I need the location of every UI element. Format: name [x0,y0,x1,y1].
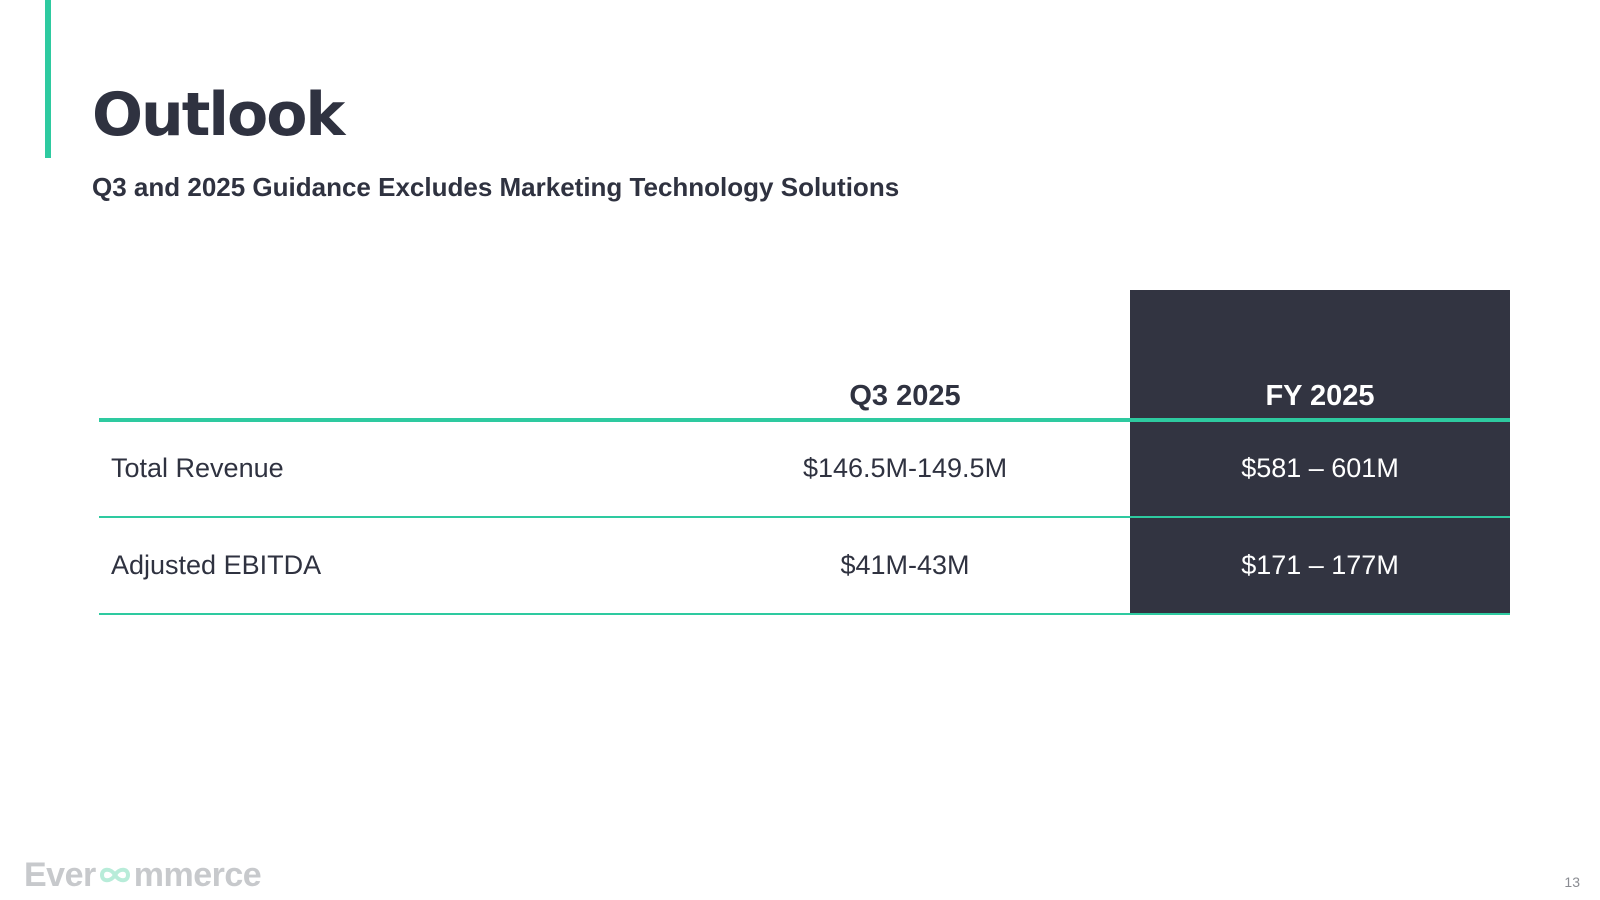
page-title: Outlook [92,80,345,150]
row-divider [99,516,1510,518]
cell-fy-adjusted-ebitda: $171 – 177M [1241,550,1399,580]
header-q3-2025: Q3 2025 [849,380,961,412]
evercommerce-logo: Ever mmerce [24,856,262,894]
logo-text-start: Ever [24,856,96,894]
cell-q3-adjusted-ebitda: $41M-43M [840,550,970,580]
logo-text-end: mmerce [133,856,262,894]
header-divider [99,418,1510,422]
cell-q3-total-revenue: $146.5M-149.5M [802,453,1008,483]
row-label-adjusted-ebitda: Adjusted EBITDA [111,550,322,580]
infinity-icon [99,867,130,883]
table-bottom-rule [99,613,1510,615]
page-subtitle: Q3 and 2025 Guidance Excludes Marketing … [92,172,900,202]
cell-fy-total-revenue: $581 – 601M [1241,453,1399,483]
header-fy-2025: FY 2025 [1265,380,1375,412]
page-number: 13 [1564,874,1580,890]
row-label-total-revenue: Total Revenue [111,453,284,483]
fy-column-highlight [1130,290,1510,614]
title-accent-bar [45,0,51,158]
